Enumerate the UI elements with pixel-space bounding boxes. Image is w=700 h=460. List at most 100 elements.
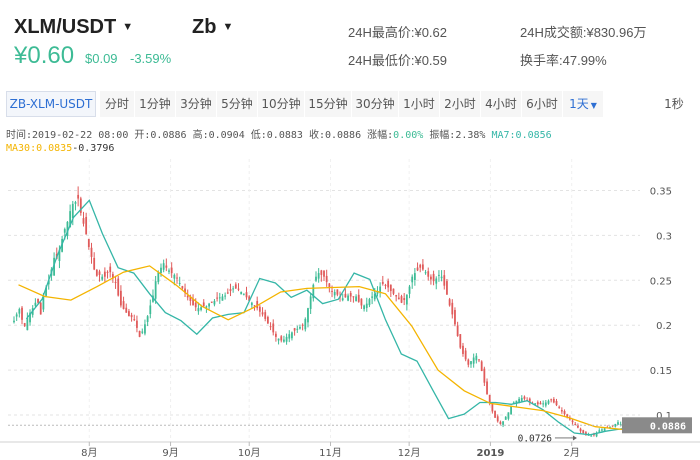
price-change-abs: $0.09 [85,51,118,66]
info-high: 高:0.0904 [192,130,245,141]
candle-body [304,318,307,330]
candle-body [488,394,491,404]
x-tick-label: 8月 [81,447,97,459]
info-change-value: 0.00% [393,130,424,141]
candle-body [232,288,235,290]
candle-body [63,229,66,233]
candle-body [23,323,26,327]
interval-tab[interactable]: 4小时 [481,91,522,117]
interval-tab[interactable]: 1分钟 [135,91,176,117]
stat-turnover: 换手率:47.99% [520,50,607,69]
pair-selector[interactable]: XLM/USDT ▼ [14,16,133,39]
interval-tab[interactable]: 分时 [100,91,135,117]
candle-body [379,286,382,293]
current-price: ¥0.60 [14,42,75,69]
candle-body [229,289,232,292]
candle-body [595,433,598,437]
y-tick-label: 0.15 [650,366,672,377]
candle-body [408,286,411,294]
candle-body [237,288,240,290]
candle-body [98,271,101,275]
candle-body [355,296,357,302]
candle-body [106,271,109,273]
candle-body [387,280,390,288]
candle-body [285,336,288,342]
interval-tab[interactable]: 3分钟 [176,91,217,117]
candle-body [552,398,555,403]
interval-tab[interactable]: 30分钟 [352,91,399,117]
candle-body [539,402,542,405]
candle-body [475,355,478,361]
candle-body [403,298,406,301]
candle-body [71,203,74,219]
annotations-layer: 0.0726 0.0886 [8,417,692,444]
candle-body [563,410,566,415]
candle-body [154,281,157,299]
candle-body [515,400,518,404]
candle-body [472,357,475,364]
interval-tab[interactable]: 6小时 [522,91,563,117]
candle-body [603,428,606,432]
candle-body [82,218,85,224]
symbol-button[interactable]: ZB-XLM-USDT [6,91,96,117]
candle-body [542,403,545,405]
candle-body [309,296,312,309]
y-tick-label: 0.35 [650,186,672,197]
candle-body [15,314,18,317]
stat-24h-high: 24H最高价:¥0.62 [348,22,447,41]
candle-body [301,324,304,326]
candle-body [424,272,427,274]
interval-tab[interactable]: 2小时 [440,91,481,117]
candle-body [192,298,194,306]
y-tick-label: 0.1 [656,411,672,422]
interval-tab[interactable]: 5分钟 [217,91,258,117]
candles-layer [13,186,625,438]
candle-body [218,297,221,299]
x-tick-label: 2019 [476,448,504,459]
candle-body [266,316,269,324]
x-tick-label: 9月 [162,447,178,459]
candle-body [438,274,440,276]
exchange-name: Zb [192,16,217,38]
candle-body [389,284,392,292]
exchange-selector[interactable]: Zb ▼ [192,16,233,39]
candle-body [95,269,98,276]
candle-body [21,307,23,320]
interval-tab[interactable]: 10分钟 [258,91,305,117]
candle-body [430,276,432,280]
ma-lines-layer [18,199,627,436]
candle-body [194,302,197,308]
candlestick-chart[interactable]: 0.1 0.15 0.2 0.25 0.3 0.35 8月 9月 10月 11月 12月 2019 2月… [0,155,700,460]
candle-body [333,291,336,296]
candle-body [197,308,200,312]
info-max-value: 0.3796 [78,143,115,154]
interval-tab[interactable]: 1小时 [399,91,440,117]
candle-body [576,425,579,428]
info-low: 低:0.0883 [250,130,303,141]
candle-body [272,323,275,333]
candle-body [74,202,77,204]
candle-body [368,299,371,306]
candle-body [37,298,39,303]
candle-body [421,264,424,270]
candle-body [547,400,550,404]
min-annotation-label: 0.0726 [518,433,553,444]
interval-tab-active[interactable]: 1天 ▼ [563,91,604,117]
candle-body [464,350,467,360]
candle-body [202,302,205,307]
candle-body [480,361,483,372]
seconds-toggle[interactable]: 1秒 [656,91,693,117]
stat-label: 24H最高价: [348,25,415,40]
candle-body [264,312,267,319]
candle-body [384,284,387,286]
candle-body [77,194,80,199]
candle-body [504,416,507,420]
candle-body [341,298,344,301]
interval-tab[interactable]: 15分钟 [305,91,352,117]
candle-body [224,295,227,297]
info-amplitude: 振幅:2.38% [429,130,486,141]
candle-body [598,430,601,432]
price-change-pct: -3.59% [130,51,172,66]
pair-name: XLM/USDT [14,16,117,38]
candle-body [39,302,42,315]
